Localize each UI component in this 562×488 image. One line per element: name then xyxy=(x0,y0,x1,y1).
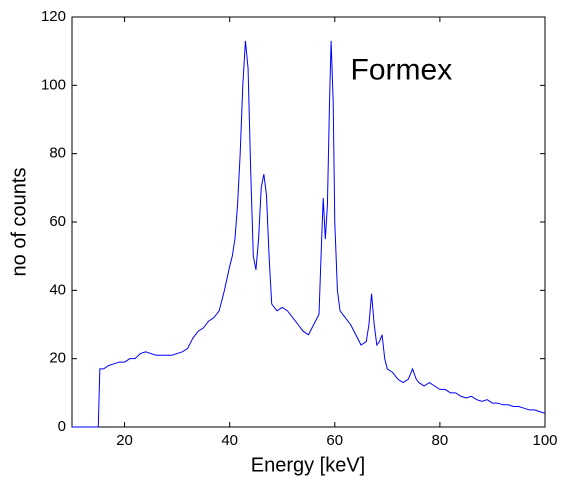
y-tick-label: 100 xyxy=(41,76,66,93)
data-line xyxy=(72,40,546,428)
y-tick-label: 120 xyxy=(41,8,66,25)
x-tick-label: 20 xyxy=(116,432,133,449)
y-tick-label: 40 xyxy=(49,281,66,298)
annotation: Formex xyxy=(351,54,453,87)
y-axis-label: no of counts xyxy=(8,168,30,277)
x-tick-label: 60 xyxy=(326,432,343,449)
x-tick-label: 80 xyxy=(432,432,449,449)
y-tick-label: 80 xyxy=(49,145,66,162)
y-tick-label: 20 xyxy=(49,350,66,367)
x-tick-label: 40 xyxy=(221,432,238,449)
x-tick-label: 100 xyxy=(532,432,557,449)
x-axis-label: Energy [keV] xyxy=(251,454,366,476)
y-tick-label: 60 xyxy=(49,213,66,230)
y-tick-label: 0 xyxy=(58,418,66,435)
